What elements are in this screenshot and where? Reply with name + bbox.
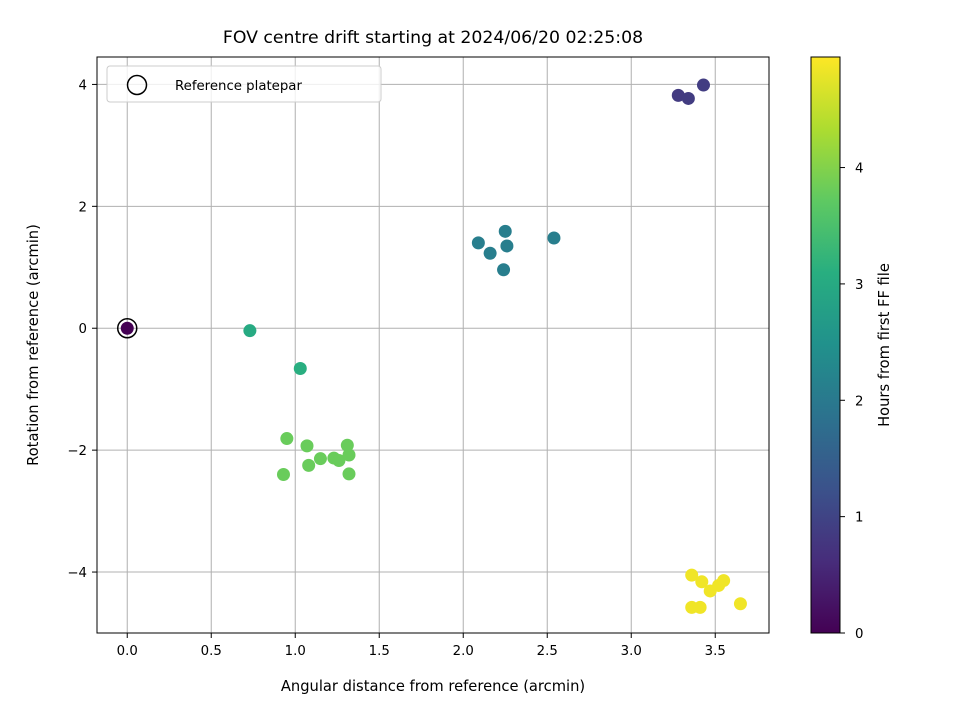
data-point [483,246,497,260]
data-point [693,600,707,614]
x-tick-label: 1.5 [369,644,390,659]
data-point [685,568,699,582]
chart-title: FOV centre drift starting at 2024/06/20 … [223,28,643,48]
legend-open-circle-icon [126,74,148,96]
data-point [547,231,561,245]
reference-marker-layer [116,317,138,339]
data-point [243,324,257,338]
legend-box [106,65,382,103]
data-point [302,458,316,472]
data-point [280,432,294,446]
y-tick-label: −4 [67,566,87,581]
data-point [340,438,354,452]
y-tick-label: 4 [79,78,87,93]
data-point [497,263,511,277]
colorbar-gradient [810,56,841,634]
data-points [120,78,747,614]
data-point [717,574,731,588]
data-point [696,78,710,92]
y-tick-label: −2 [67,444,87,459]
colorbar-tick-label: 3 [855,278,863,293]
data-point [471,236,485,250]
x-tick-label: 1.0 [285,644,306,659]
x-axis: 0.0 0.5 1.0 1.5 2.0 2.5 3.0 3.5 [117,633,726,659]
data-point [120,321,134,335]
colorbar-label: Hours from first FF file [876,263,893,427]
data-point [300,439,314,453]
y-axis-label: Rotation from reference (arcmin) [25,224,42,466]
x-tick-label: 3.5 [705,644,726,659]
data-point [498,224,512,238]
colorbar-tick-label: 2 [855,394,863,409]
x-tick-label: 0.0 [117,644,138,659]
data-point [500,239,514,253]
colorbar-tick-label: 1 [855,511,863,526]
x-tick-label: 2.5 [537,644,558,659]
colorbar: 0 1 2 3 4 Hours from first FF file [810,56,893,642]
data-point [313,452,327,466]
x-tick-label: 0.5 [201,644,222,659]
x-axis-label: Angular distance from reference (arcmin) [281,678,585,695]
grid-lines [97,57,769,633]
data-point [276,468,290,482]
colorbar-ticks: 0 1 2 3 4 [840,162,863,642]
data-point [695,575,709,589]
x-tick-label: 2.0 [453,644,474,659]
legend-entry-label: Reference platepar [175,79,302,94]
data-point [342,467,356,481]
colorbar-tick-label: 4 [855,162,863,177]
x-tick-label: 3.0 [621,644,642,659]
data-point [681,91,695,105]
plot-frame [96,56,770,634]
data-point [332,454,346,468]
data-point [733,597,747,611]
y-tick-label: 2 [79,200,87,215]
colorbar-tick-label: 0 [855,627,863,642]
data-point [671,88,685,102]
y-axis: 4 2 0 −2 −4 [67,78,97,581]
legend: Reference platepar [106,65,382,103]
data-point [293,361,307,375]
data-point [342,448,356,462]
y-tick-label: 0 [79,322,87,337]
reference-platepar-marker [116,317,138,339]
